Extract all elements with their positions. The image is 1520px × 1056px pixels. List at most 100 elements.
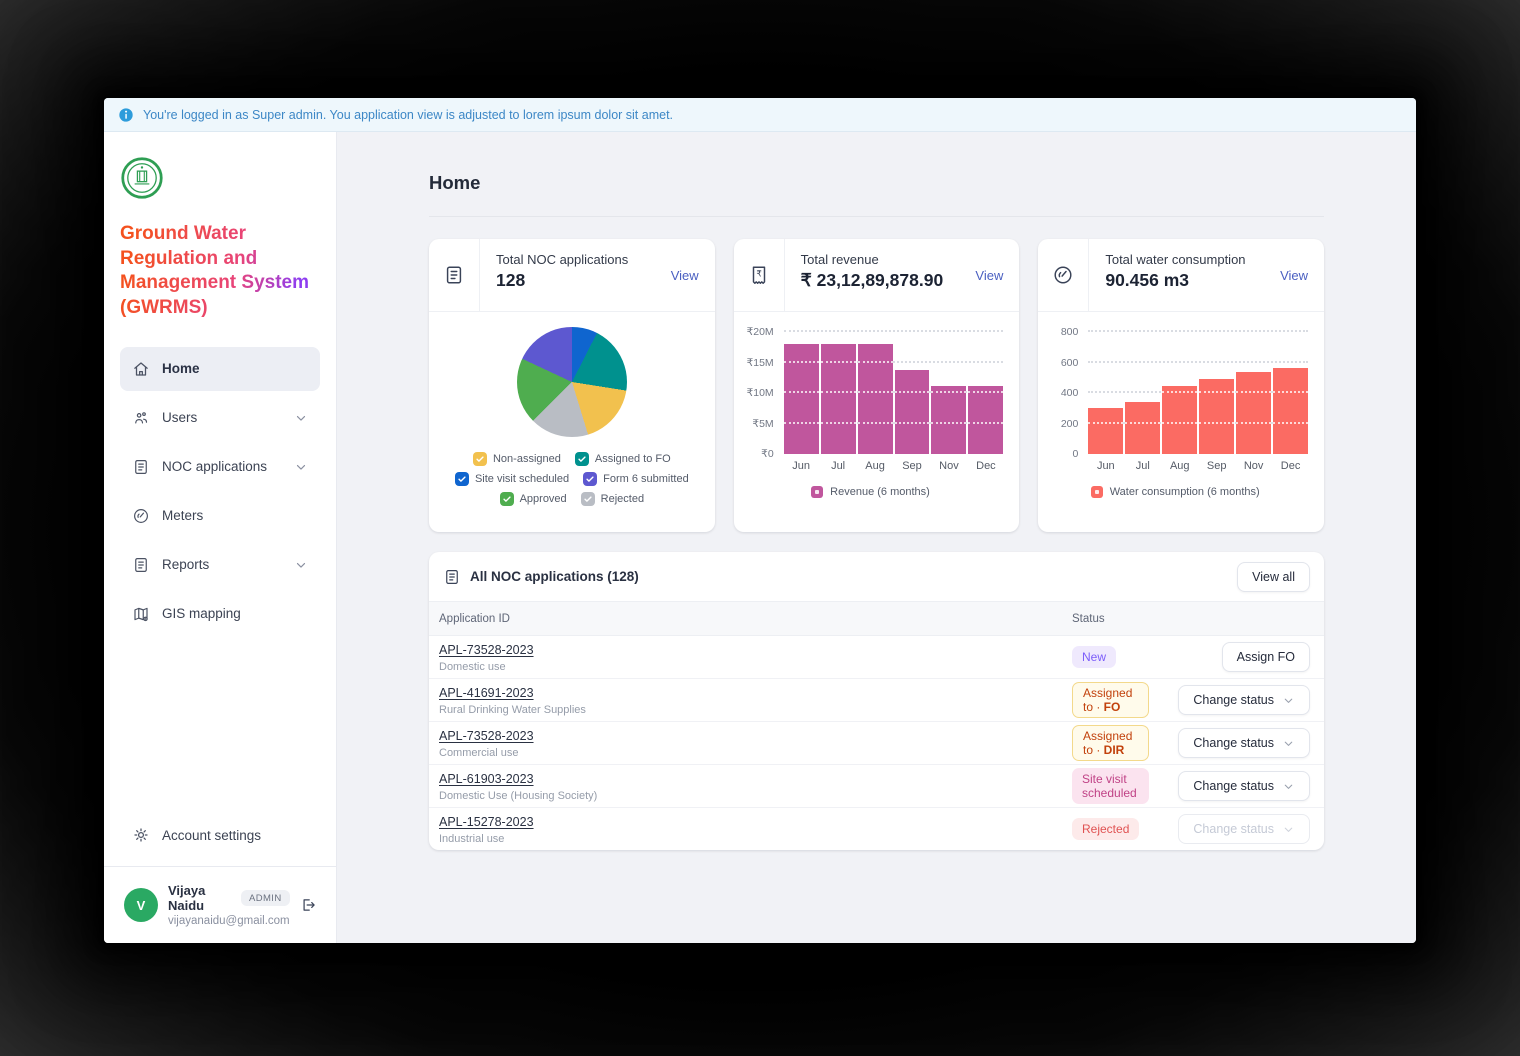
bar-gridline [1088,421,1124,424]
legend-item: Approved [499,492,567,506]
account-settings-label: Account settings [162,827,262,843]
action-label: Change status [1193,693,1274,707]
plot-area [1088,330,1309,454]
legend-label: Non-assigned [492,453,561,465]
application-id-link[interactable]: APL-73528-2023 [439,643,534,657]
legend-item: Assigned to FO [574,452,671,466]
view-link[interactable]: View [975,267,1004,283]
application-type: Domestic use [439,661,506,673]
sidebar-item-gis-mapping[interactable]: GIS mapping [120,592,320,636]
legend-checkbox[interactable] [454,472,469,486]
plot-area [783,330,1004,454]
users-icon [132,409,150,427]
bar [783,344,819,454]
gridline [783,391,1004,393]
bar-gridline [1162,421,1198,424]
chevron-down-icon [1282,780,1295,793]
legend-checkbox[interactable] [580,492,595,506]
sidebar-item-meters[interactable]: Meters [120,494,320,538]
bar [1273,367,1309,454]
bar-gridline [783,391,819,394]
application-id-cell: APL-61903-2023 Domestic Use (Housing Soci… [429,770,1072,802]
document-icon [132,458,150,476]
application-id-link[interactable]: APL-73528-2023 [439,729,534,743]
chart-legend: Water consumption (6 months) [1042,486,1308,498]
gear-icon [132,826,150,844]
sidebar-item-noc-applications[interactable]: NOC applications [120,445,320,489]
assign-fo-button[interactable]: Assign FO [1221,642,1310,672]
bar-gridline [783,421,819,424]
action-label: Change status [1193,822,1274,836]
sidebar-item-label: NOC applications [162,459,268,475]
pie-legend: Non-assigned Assigned to FO Site visit sch… [429,452,715,506]
noc-applications-table-card: All NOC applications (128) View all Appl… [429,552,1324,850]
view-all-button[interactable]: View all [1237,561,1310,592]
gauge-icon [1052,264,1074,286]
water-bar-chart: 800 600 400 200 0 Jun Jul Aug Sep Nov Dec Water con… [1038,312,1324,498]
sidebar-item-label: Meters [162,508,204,524]
bars [783,332,1004,454]
application-id-link[interactable]: APL-41691-2023 [439,686,534,700]
avatar: V [124,888,158,922]
receipt-rupee-icon: ₹ [748,264,770,286]
sidebar-item-reports[interactable]: Reports [120,543,320,587]
application-type: Rural Drinking Water Supplies [439,704,586,716]
user-profile: V Vijaya Naidu ADMIN vijayanaidu@gmail.c… [120,867,320,931]
y-tick-label: ₹10M [746,387,774,399]
x-tick-label: Jun [1096,460,1115,472]
legend-checkbox[interactable] [583,472,598,486]
x-tick-label: Dec [1280,460,1301,472]
sidebar-item-users[interactable]: Users [120,396,320,440]
legend-checkbox[interactable] [499,492,514,506]
action-cell: Change status [1178,728,1324,758]
change-status-button[interactable]: Change status [1178,685,1310,715]
status-cell: Assigned to · DIR [1072,725,1149,761]
view-link[interactable]: View [1280,267,1309,283]
sidebar-nav: Home Users NOC applications Meters Reports GI… [120,346,320,641]
document-icon [443,264,465,286]
bar-gridline [820,391,856,394]
bar-gridline [931,391,967,394]
water-consumption-card: Total water consumption 90.456 m3 View 8… [1038,239,1325,532]
info-icon [118,107,134,123]
action-label: Change status [1193,736,1274,750]
x-tick-label: Dec [976,460,996,472]
application-id-link[interactable]: APL-61903-2023 [439,772,534,786]
column-status: Status [1072,612,1105,625]
action-label: Assign FO [1236,650,1295,664]
bar-gridline [1273,391,1309,394]
user-name: Vijaya Naidu [168,883,206,913]
gridline [1088,330,1309,332]
bar-gridline [1236,391,1272,394]
bar [857,344,893,454]
view-link[interactable]: View [670,267,699,283]
y-tick-label: ₹5M [752,417,774,430]
sidebar-item-label: Users [162,410,198,426]
application-id-link[interactable]: APL-15278-2023 [439,815,534,829]
x-tick-label: Nov [1243,460,1264,472]
x-axis: Jun Jul Aug Sep Nov Dec [784,454,1004,478]
legend-checkbox[interactable] [574,452,589,466]
legend-row: Non-assigned Assigned to FO [472,452,671,466]
logout-icon[interactable] [300,896,316,914]
bar-gridline [894,421,930,424]
bar-gridline [1125,421,1161,424]
app-title: Ground Water Regulation and Management S… [120,222,320,321]
status-cell: Site visit scheduled [1072,768,1149,804]
sidebar-item-home[interactable]: Home [120,346,320,391]
change-status-button[interactable]: Change status [1178,728,1310,758]
change-status-button[interactable]: Change status [1178,771,1310,801]
status-badge-bold: FO [1103,700,1121,714]
sidebar-item-account-settings[interactable]: Account settings [120,816,320,854]
table-body: APL-73528-2023 Domestic use New Assign FO AP… [429,636,1324,850]
legend-label: Site visit scheduled [474,473,570,485]
action-cell: Change status [1178,814,1324,844]
y-axis: 800 600 400 200 0 [1042,326,1082,460]
chart-legend: Revenue (6 months) [738,486,1004,498]
x-tick-label: Jun [792,460,811,472]
legend-checkbox[interactable] [472,452,487,466]
chevron-down-icon [1282,823,1295,836]
bar-gridline [820,360,856,363]
chevron-down-icon [294,411,308,425]
gridline [783,360,1004,363]
